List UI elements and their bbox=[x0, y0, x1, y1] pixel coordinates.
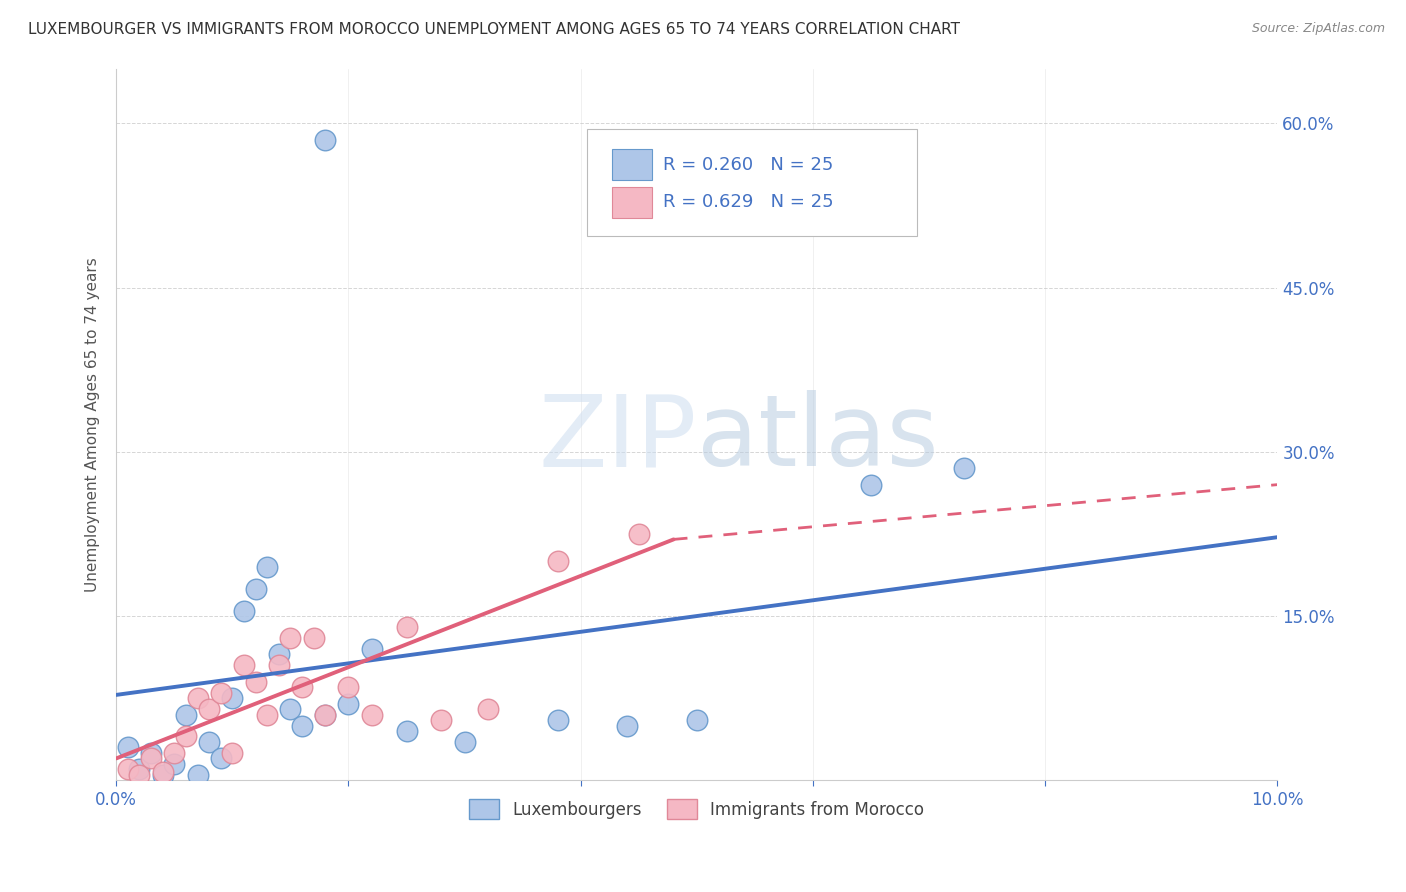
Point bbox=[256, 559, 278, 574]
Point bbox=[430, 713, 453, 727]
Text: R = 0.260   N = 25: R = 0.260 N = 25 bbox=[664, 155, 834, 174]
Point bbox=[453, 735, 475, 749]
Point bbox=[477, 702, 499, 716]
Point bbox=[245, 582, 267, 596]
Point bbox=[117, 762, 139, 776]
Point bbox=[152, 768, 174, 782]
Point bbox=[267, 658, 290, 673]
Point bbox=[314, 707, 336, 722]
Point bbox=[616, 718, 638, 732]
Point bbox=[139, 746, 162, 760]
Point bbox=[395, 724, 418, 739]
Point bbox=[395, 620, 418, 634]
Text: ZIP: ZIP bbox=[538, 390, 697, 487]
Point bbox=[337, 697, 360, 711]
Point bbox=[302, 631, 325, 645]
Point bbox=[547, 554, 569, 568]
Point bbox=[163, 746, 186, 760]
Point bbox=[117, 740, 139, 755]
Point bbox=[233, 603, 256, 617]
Text: LUXEMBOURGER VS IMMIGRANTS FROM MOROCCO UNEMPLOYMENT AMONG AGES 65 TO 74 YEARS C: LUXEMBOURGER VS IMMIGRANTS FROM MOROCCO … bbox=[28, 22, 960, 37]
Bar bbox=[612, 149, 651, 180]
Point bbox=[139, 751, 162, 765]
Point bbox=[152, 764, 174, 779]
Point bbox=[187, 768, 209, 782]
Y-axis label: Unemployment Among Ages 65 to 74 years: Unemployment Among Ages 65 to 74 years bbox=[86, 257, 100, 591]
Point bbox=[128, 762, 150, 776]
Point bbox=[209, 751, 232, 765]
Point bbox=[953, 461, 976, 475]
Point bbox=[360, 707, 382, 722]
Point bbox=[267, 648, 290, 662]
Point bbox=[859, 477, 882, 491]
Point bbox=[233, 658, 256, 673]
Point bbox=[198, 735, 221, 749]
Point bbox=[627, 527, 650, 541]
Bar bbox=[612, 186, 651, 218]
Point bbox=[221, 746, 243, 760]
Point bbox=[314, 133, 336, 147]
Point bbox=[198, 702, 221, 716]
Point bbox=[174, 730, 197, 744]
Point bbox=[314, 707, 336, 722]
Point bbox=[187, 691, 209, 706]
Point bbox=[221, 691, 243, 706]
Text: atlas: atlas bbox=[697, 390, 938, 487]
Point bbox=[256, 707, 278, 722]
Point bbox=[245, 674, 267, 689]
Point bbox=[291, 680, 314, 694]
Legend: Luxembourgers, Immigrants from Morocco: Luxembourgers, Immigrants from Morocco bbox=[463, 793, 931, 825]
Point bbox=[360, 641, 382, 656]
FancyBboxPatch shape bbox=[586, 129, 918, 235]
Point bbox=[128, 768, 150, 782]
Text: R = 0.629   N = 25: R = 0.629 N = 25 bbox=[664, 194, 834, 211]
Point bbox=[337, 680, 360, 694]
Point bbox=[280, 702, 302, 716]
Point bbox=[209, 686, 232, 700]
Point bbox=[163, 756, 186, 771]
Text: Source: ZipAtlas.com: Source: ZipAtlas.com bbox=[1251, 22, 1385, 36]
Point bbox=[291, 718, 314, 732]
Point bbox=[280, 631, 302, 645]
Point bbox=[547, 713, 569, 727]
Point bbox=[686, 713, 709, 727]
Point bbox=[174, 707, 197, 722]
